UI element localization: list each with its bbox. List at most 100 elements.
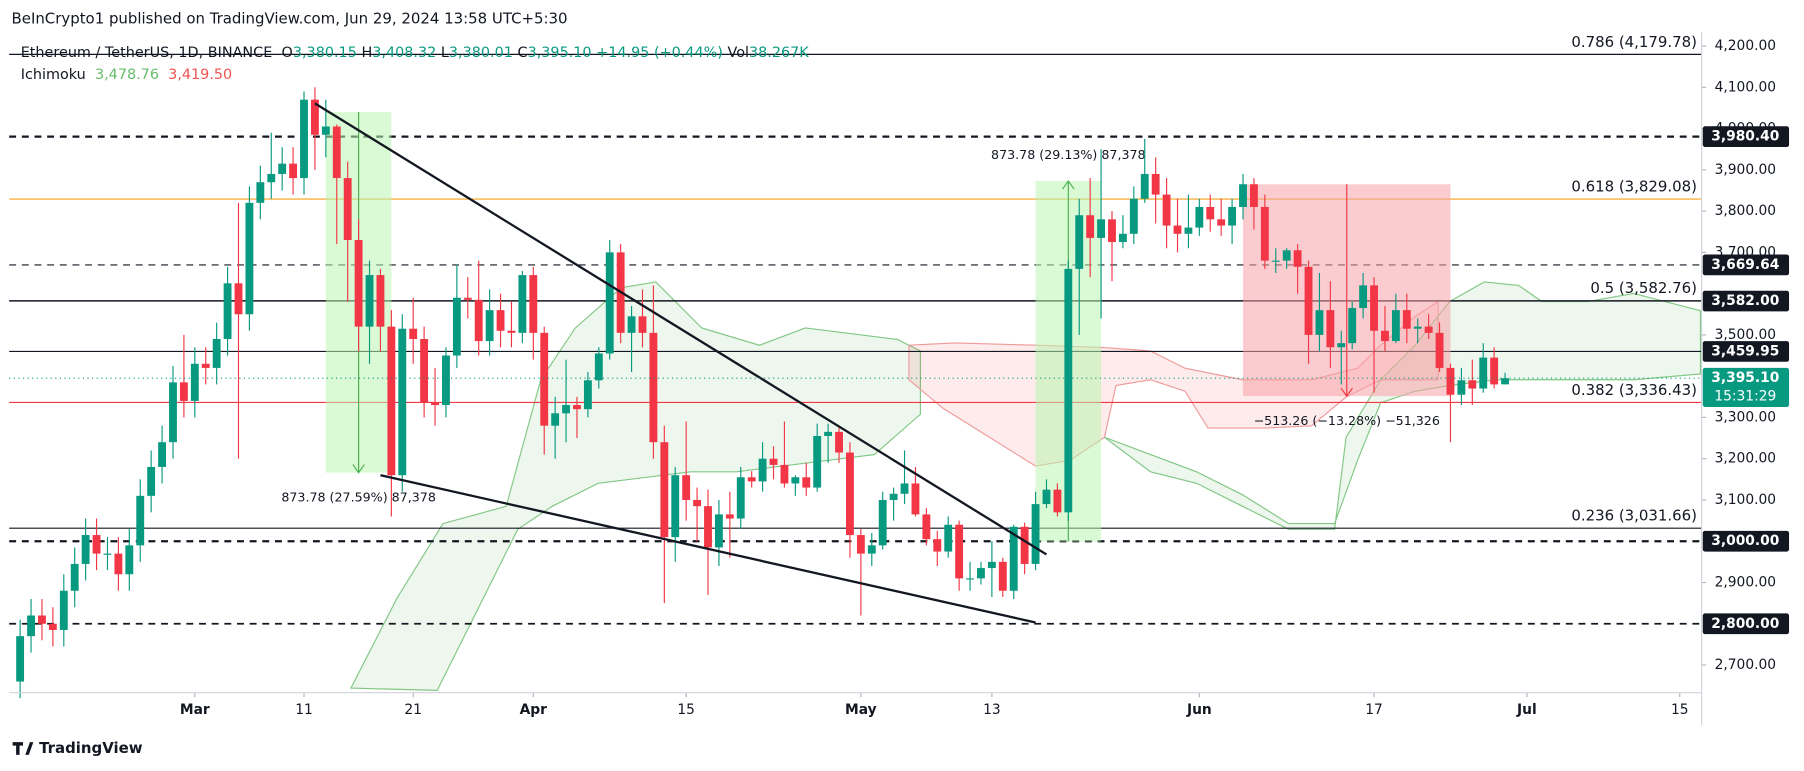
candle-body <box>693 499 702 507</box>
candle-body <box>780 464 789 484</box>
candle-body <box>1271 260 1280 262</box>
candle-body <box>1337 343 1346 348</box>
legend-value: 3,380.15 <box>293 45 357 61</box>
candle-body <box>27 615 35 637</box>
candle-body <box>922 514 931 540</box>
x-tick-label: 21 <box>404 702 422 718</box>
candle-body <box>605 252 614 354</box>
candle-body <box>573 405 581 410</box>
candle-body <box>900 483 909 494</box>
level-tag <box>1702 290 1790 312</box>
candle-body <box>365 275 374 327</box>
candle-body <box>1009 526 1018 591</box>
candle-body <box>332 126 341 179</box>
candle-body <box>1184 227 1193 234</box>
measure-arrowhead <box>1340 387 1353 398</box>
x-tick-label: 15 <box>677 702 695 718</box>
y-tick-label: 4,100.00 <box>1715 79 1776 95</box>
level-tag <box>1702 126 1790 148</box>
candle-body <box>452 297 461 356</box>
candle-body <box>38 615 46 624</box>
cloud-bullish <box>1104 281 1702 530</box>
candle-body <box>1064 268 1073 513</box>
level-tag <box>1702 613 1790 635</box>
publish-header: BeInCrypto1 published on TradingView.com… <box>12 10 568 28</box>
measure-arrowhead <box>1062 179 1075 190</box>
candle-body <box>223 283 232 340</box>
candle-body <box>725 514 734 519</box>
legend-key: C <box>518 45 528 61</box>
candle-body <box>92 535 101 554</box>
candle-body <box>169 382 177 443</box>
footer-brand: TradingView <box>39 739 143 757</box>
level-tag-label: 3,980.40 <box>1711 129 1779 145</box>
candle-body <box>387 326 396 476</box>
y-tick-label: 3,200.00 <box>1715 451 1776 467</box>
candle-body <box>114 553 123 575</box>
fib-label: 0.5 (3,582.76) <box>1590 279 1697 297</box>
y-tick-label: 3,100.00 <box>1715 492 1776 508</box>
candle-body <box>1151 173 1160 195</box>
candle-body <box>518 275 527 333</box>
candle-body <box>660 442 669 538</box>
candle-body <box>736 477 745 519</box>
candle-body <box>1304 266 1313 335</box>
y-tick-label: 3,800.00 <box>1715 203 1776 219</box>
candle-body <box>278 163 287 174</box>
candle-body <box>496 310 505 331</box>
candle-body <box>267 173 276 183</box>
level-tag-label: 3,459.95 <box>1711 343 1779 359</box>
y-tick-label: 3,500.00 <box>1715 327 1776 343</box>
candle-body <box>1359 285 1368 309</box>
candle-body <box>758 458 767 482</box>
measure-label: −513.26 (−13.28%) −51,326 <box>1254 413 1440 428</box>
candle-body <box>1217 219 1226 226</box>
candle-body <box>1108 219 1116 243</box>
last-price-tag <box>1702 367 1790 407</box>
cloud-bullish <box>349 281 921 691</box>
fib-label: 0.618 (3,829.08) <box>1571 178 1697 196</box>
candle-body <box>16 636 25 682</box>
candle-body <box>289 163 298 179</box>
candle-body <box>1173 225 1182 234</box>
y-tick-label: 2,900.00 <box>1715 575 1776 591</box>
candle-body <box>835 431 843 453</box>
candle-body <box>1479 357 1488 389</box>
candle-body <box>944 524 953 552</box>
candle-body <box>212 339 221 368</box>
countdown: 15:31:29 <box>1714 389 1776 405</box>
candle-body <box>190 363 199 401</box>
x-tick-label: 17 <box>1365 702 1383 718</box>
candle-body <box>1129 198 1138 234</box>
candle-body <box>310 99 319 135</box>
legend-line: Ethereum / TetherUS, 1D, BINANCE O3,380.1… <box>21 45 810 61</box>
legend-value: 38.267K <box>749 45 809 61</box>
candle-body <box>933 539 942 552</box>
fib-label: 0.382 (3,336.43) <box>1571 381 1697 399</box>
candle-body <box>1250 184 1258 207</box>
legend-key: L <box>441 45 449 61</box>
candle-body <box>1457 380 1466 395</box>
candle-body <box>1370 285 1378 331</box>
candle-body <box>867 545 876 554</box>
candle-body <box>1086 215 1095 238</box>
candle-body <box>856 535 865 554</box>
candle-body <box>1020 526 1029 564</box>
candle-body <box>485 310 494 342</box>
candle-body <box>376 275 385 327</box>
candle-body <box>682 475 691 500</box>
candle-body <box>1118 233 1127 243</box>
candle-body <box>1097 219 1106 238</box>
trendline <box>314 102 1048 556</box>
candle-body <box>998 561 1007 591</box>
candle-body <box>627 316 636 333</box>
candle-body <box>300 99 308 179</box>
candle-body <box>813 436 822 488</box>
last-price-label: 3,395.10 <box>1711 370 1779 386</box>
legend-key: H <box>361 45 372 61</box>
candle-body <box>147 466 156 496</box>
candle-body <box>1140 173 1149 199</box>
candle-body <box>1282 250 1291 261</box>
candle-body <box>398 328 407 476</box>
candle-body <box>1239 184 1247 207</box>
